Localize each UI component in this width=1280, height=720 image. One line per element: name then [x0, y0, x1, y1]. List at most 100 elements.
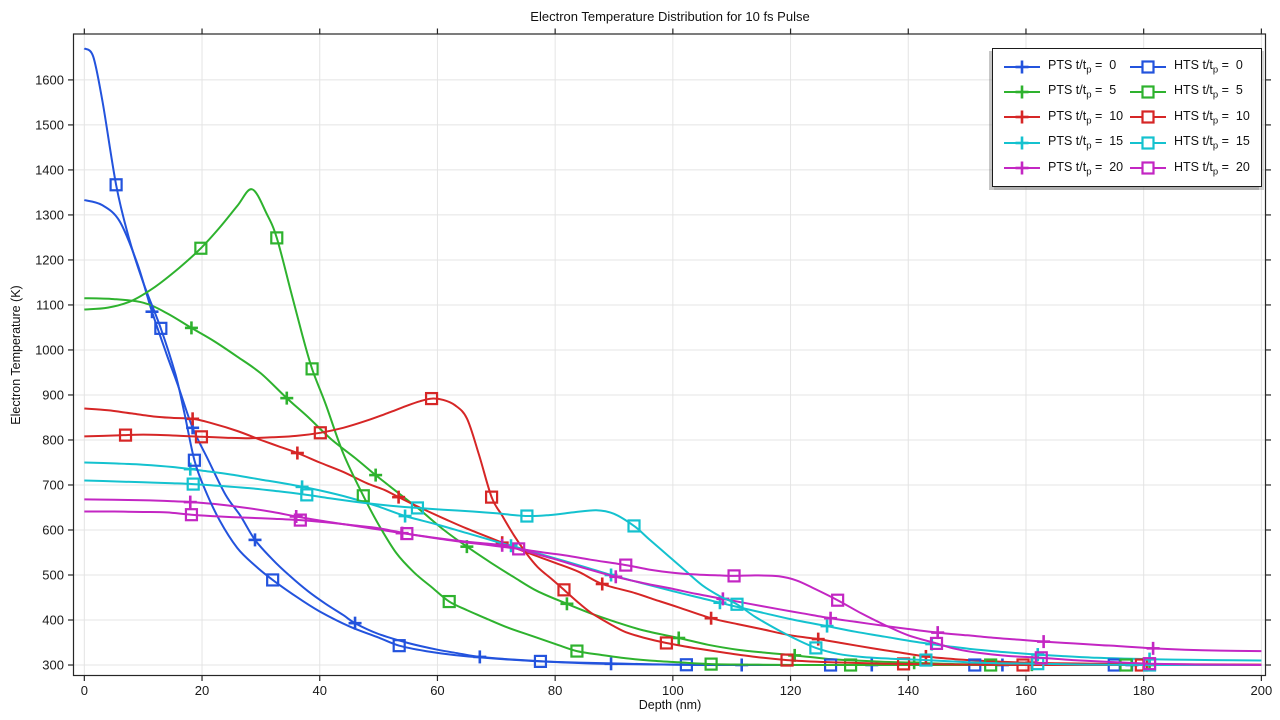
legend-row: PTS t/tp = 20 HTS t/tp = 20 — [1003, 159, 1255, 178]
legend: PTS t/tp = 0 HTS t/tp = 0 PTS t/tp = 5 HTS … — [992, 48, 1262, 187]
series-curves — [83, 47, 1262, 672]
y-tick-label: 500 — [42, 567, 64, 582]
square-marker-icon — [520, 509, 534, 523]
y-tick-label: 1000 — [35, 342, 64, 357]
y-tick-label: 700 — [42, 477, 64, 492]
y-tick-label: 300 — [42, 658, 64, 673]
square-marker-icon — [194, 241, 208, 255]
chart-title: Electron Temperature Distribution for 10… — [530, 9, 810, 24]
x-tick-label: 140 — [897, 683, 919, 698]
x-tick-label: 20 — [195, 683, 209, 698]
legend-sample-pts-ttp-10 — [1004, 110, 1040, 124]
square-marker-icon — [194, 430, 209, 444]
y-tick-label: 1500 — [35, 117, 64, 132]
legend-label-hts-ttp-20: HTS t/tp = 20 — [1174, 159, 1250, 178]
square-marker-icon — [293, 513, 307, 527]
square-marker-icon — [266, 573, 280, 587]
legend-sample-pts-ttp-5 — [1004, 85, 1040, 99]
legend-sample-pts-ttp-20 — [1004, 161, 1040, 175]
y-tick-label: 1100 — [36, 297, 64, 312]
legend-entry-hts-ttp-15: HTS t/tp = 15 — [1129, 134, 1250, 152]
square-marker-icon — [410, 501, 425, 515]
legend-row: PTS t/tp = 10 HTS t/tp = 10 — [1003, 108, 1255, 127]
x-tick-label: 60 — [430, 683, 444, 698]
square-marker-icon — [512, 542, 526, 556]
y-tick-label: 1200 — [35, 252, 64, 267]
square-marker-icon — [1141, 136, 1155, 150]
legend-entry-pts-ttp-15: PTS t/tp = 15 — [1003, 134, 1129, 152]
x-tick-label: 40 — [313, 683, 327, 698]
x-tick-label: 160 — [1015, 683, 1037, 698]
square-marker-icon — [570, 644, 584, 658]
square-marker-icon — [619, 558, 633, 572]
square-marker-icon — [929, 636, 944, 651]
legend-label-hts-ttp-15: HTS t/tp = 15 — [1174, 134, 1250, 152]
square-marker-icon — [1034, 651, 1048, 665]
x-tick-label: 180 — [1133, 683, 1155, 698]
y-tick-label: 400 — [42, 613, 64, 628]
square-marker-icon — [1141, 60, 1155, 74]
legend-entry-pts-ttp-10: PTS t/tp = 10 — [1003, 108, 1129, 127]
legend-sample-hts-ttp-20 — [1130, 161, 1166, 175]
x-tick-label: 100 — [662, 683, 684, 698]
square-marker-icon — [843, 658, 858, 672]
square-marker-icon — [704, 657, 718, 671]
legend-sample-hts-ttp-5 — [1130, 85, 1166, 99]
square-marker-icon — [442, 594, 456, 609]
square-marker-icon — [533, 654, 548, 669]
legend-entry-pts-ttp-20: PTS t/tp = 20 — [1003, 160, 1129, 177]
y-tick-label: 800 — [42, 432, 64, 447]
square-marker-icon — [424, 391, 439, 406]
square-marker-icon — [679, 658, 693, 672]
square-marker-icon — [727, 569, 741, 583]
series-line-hts-ttp-5 — [84, 188, 1262, 667]
legend-label-pts-ttp-0: PTS t/tp = 0 — [1048, 57, 1117, 76]
square-marker-icon — [627, 519, 641, 533]
legend-label-pts-ttp-10: PTS t/tp = 10 — [1048, 108, 1124, 127]
square-marker-icon — [557, 583, 571, 597]
y-tick-label: 900 — [42, 387, 64, 402]
series-hts-ttp-20 — [84, 508, 1262, 671]
y-axis-label-text: Electron Temperature (K) — [9, 285, 23, 425]
square-marker-icon — [1141, 110, 1155, 125]
square-marker-icon — [305, 362, 319, 376]
legend-sample-pts-ttp-15 — [1004, 136, 1040, 150]
square-marker-icon — [313, 426, 327, 440]
legend-entry-pts-ttp-5: PTS t/tp = 5 — [1003, 83, 1129, 101]
x-axis-label: Depth (nm) — [638, 698, 702, 712]
y-tick-label: 1600 — [35, 72, 64, 87]
square-marker-icon — [831, 593, 845, 607]
x-tick-label: 120 — [780, 683, 802, 698]
x-tick-label: 80 — [548, 683, 562, 698]
legend-entry-hts-ttp-10: HTS t/tp = 10 — [1129, 108, 1250, 127]
series-line-hts-ttp-20 — [84, 510, 1262, 666]
square-marker-icon — [1142, 657, 1157, 671]
square-marker-icon — [154, 321, 168, 335]
axes-frame: 0 20 40 60 80 100 120 140 160 180 200 300 400 500 600 7… — [35, 28, 1272, 698]
square-marker-icon — [730, 597, 744, 611]
legend-label-hts-ttp-10: HTS t/tp = 10 — [1174, 108, 1250, 127]
x-tick-label: 0 — [81, 683, 88, 698]
square-marker-icon — [1016, 658, 1030, 672]
legend-entry-pts-ttp-0: PTS t/tp = 0 — [1003, 57, 1129, 76]
square-marker-icon — [484, 490, 499, 504]
y-tick-label: 600 — [42, 522, 64, 537]
square-marker-icon — [109, 178, 123, 192]
legend-row: PTS t/tp = 0 HTS t/tp = 0 — [1003, 57, 1255, 76]
legend-row: PTS t/tp = 5 HTS t/tp = 5 — [1003, 83, 1255, 101]
square-marker-icon — [270, 231, 284, 245]
legend-sample-pts-ttp-0 — [1004, 60, 1040, 74]
square-marker-icon — [1141, 161, 1155, 175]
series-pts-ttp-5 — [84, 297, 1262, 672]
legend-entry-hts-ttp-5: HTS t/tp = 5 — [1129, 83, 1243, 101]
y-tick-label: 1300 — [35, 207, 64, 222]
square-marker-icon — [118, 428, 133, 442]
series-pts-ttp-20 — [84, 495, 1262, 655]
legend-label-hts-ttp-0: HTS t/tp = 0 — [1174, 57, 1243, 76]
legend-label-hts-ttp-5: HTS t/tp = 5 — [1174, 83, 1243, 101]
square-marker-icon — [780, 653, 794, 667]
square-marker-icon — [186, 477, 200, 491]
square-marker-icon — [184, 508, 199, 522]
